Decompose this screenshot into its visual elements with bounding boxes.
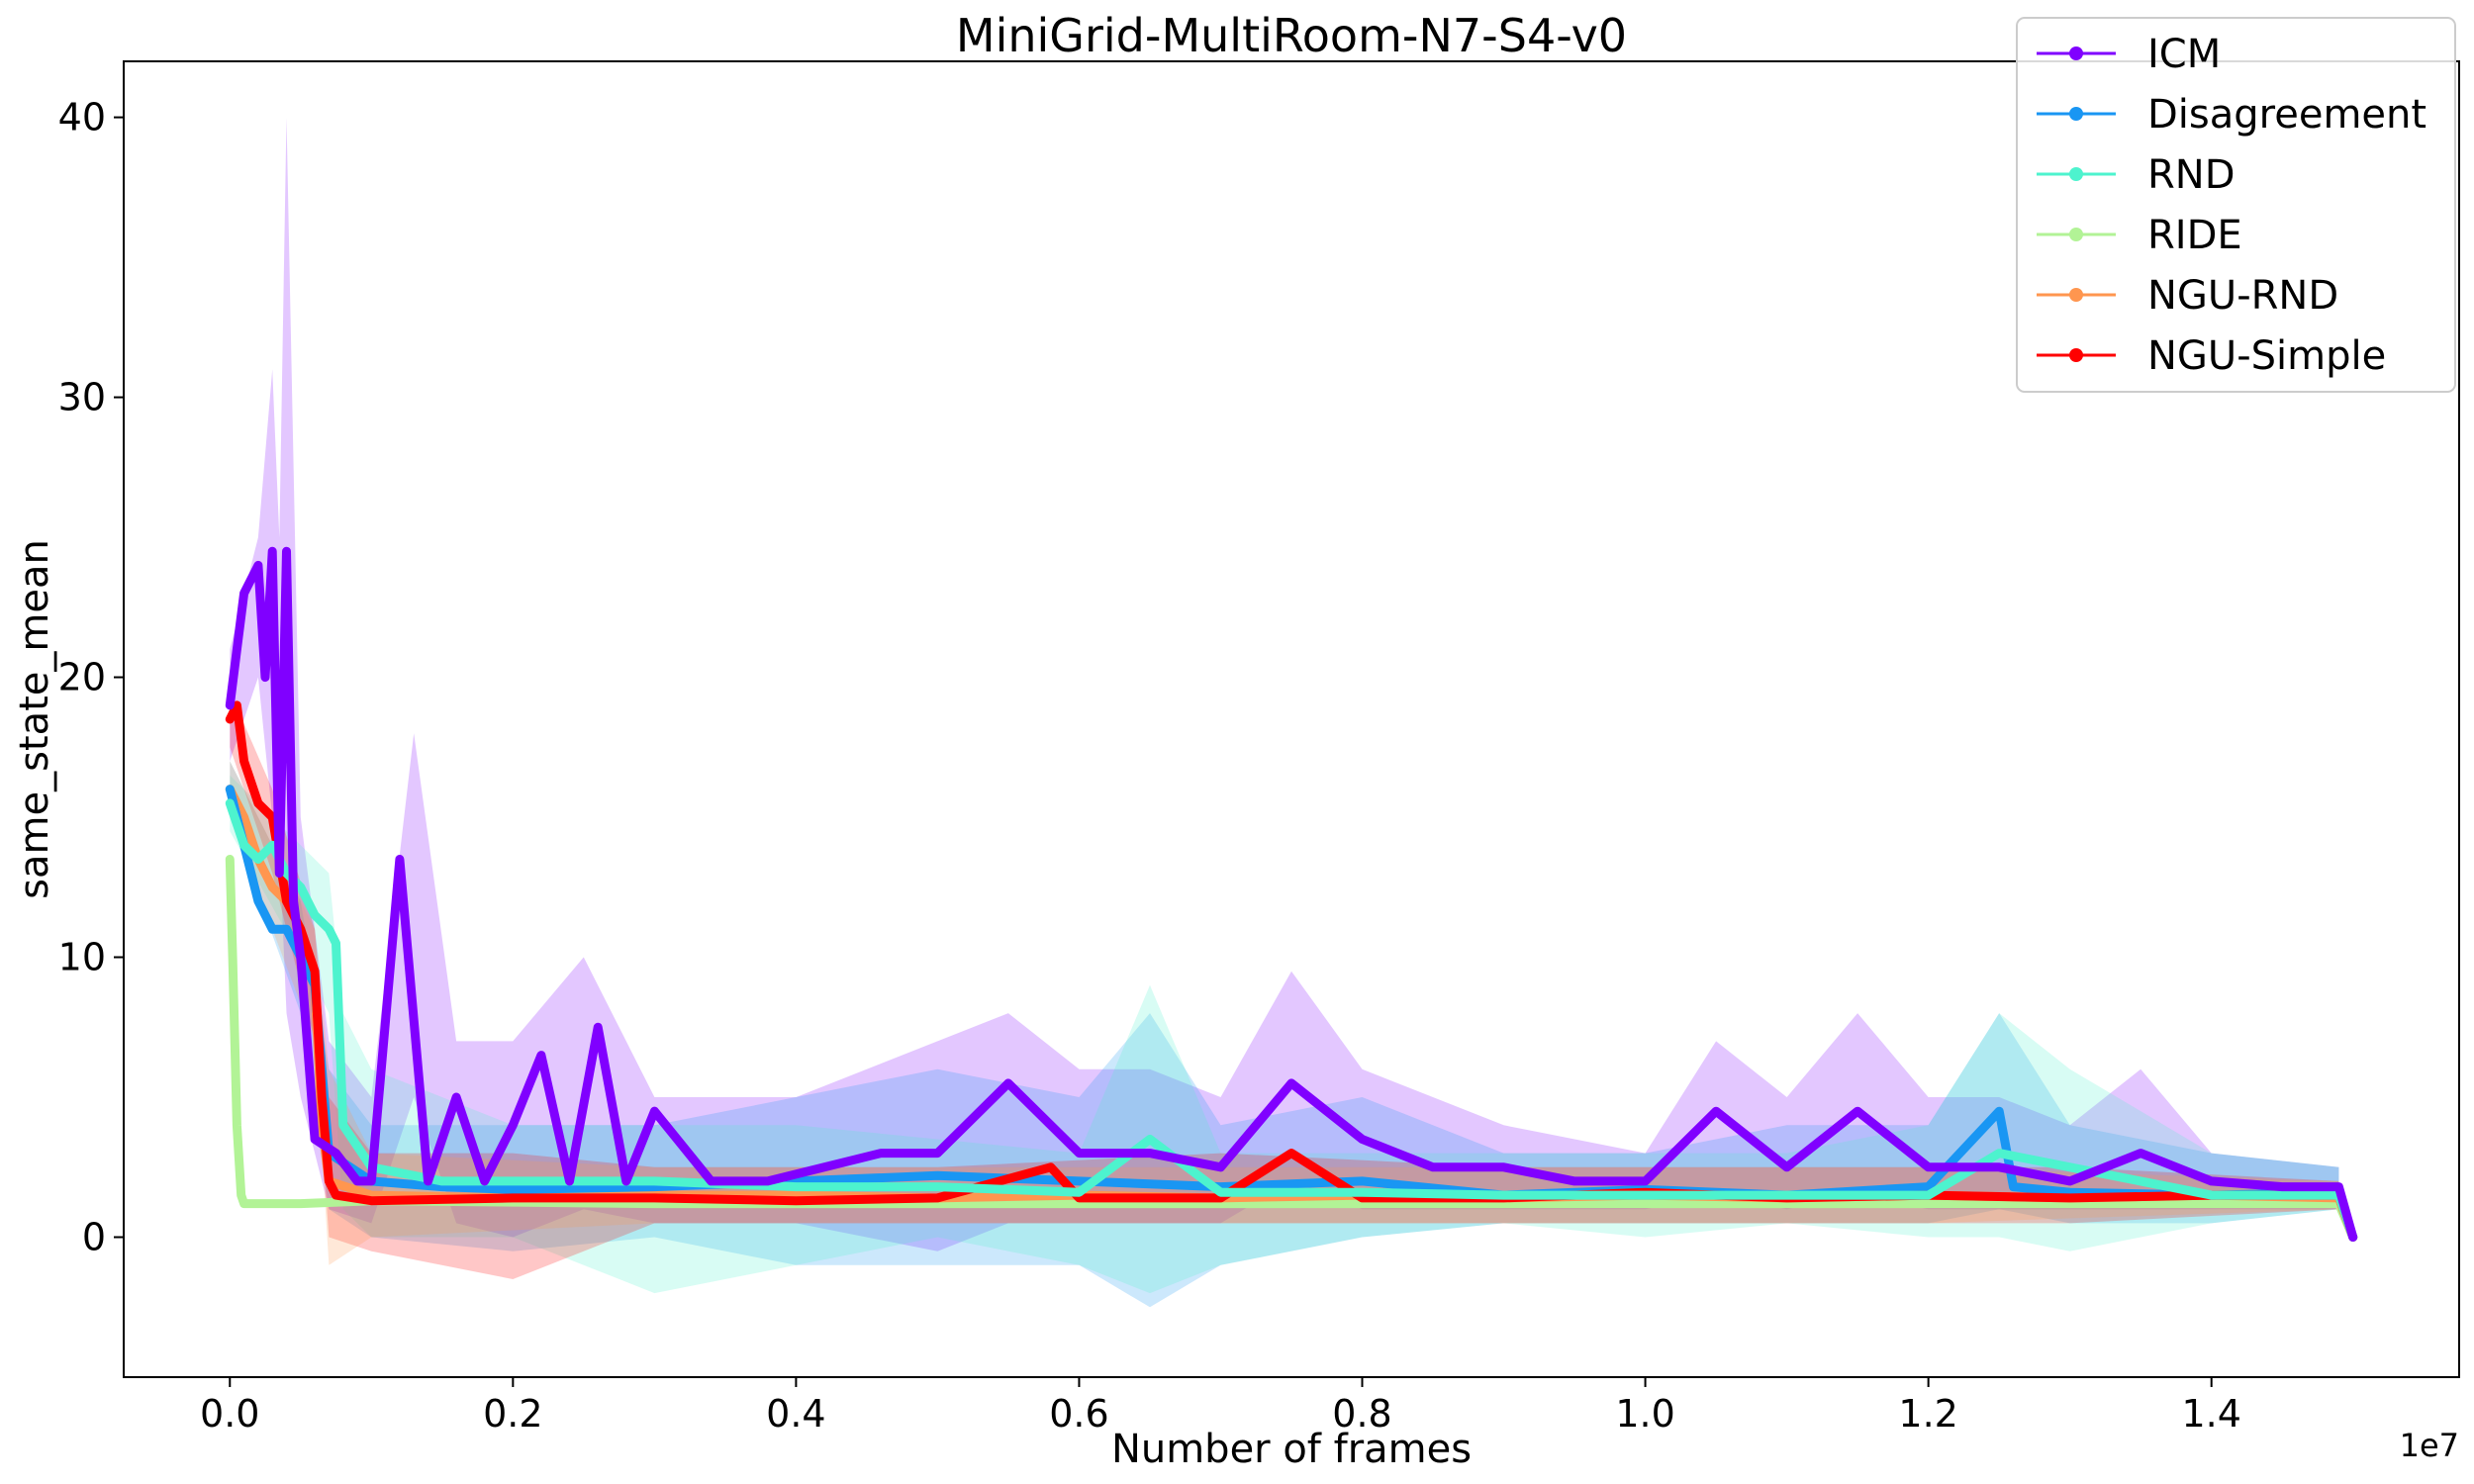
x-tick-label: 1.0 — [1615, 1392, 1674, 1436]
x-tick-label: 0.2 — [483, 1392, 542, 1436]
legend-marker-disagreement — [2069, 107, 2083, 121]
x-axis-label: Number of frames — [1111, 1427, 1472, 1472]
x-axis-ticks: 0.0 0.2 0.4 0.6 0.8 1.0 1.2 1.4 — [200, 1377, 2241, 1436]
y-tick-label: 10 — [58, 936, 106, 979]
x-axis-offset-label: 1e7 — [2400, 1427, 2459, 1464]
y-tick-label: 40 — [58, 96, 106, 139]
plot-frame — [123, 60, 2460, 1378]
x-tick-label: 0.6 — [1049, 1392, 1108, 1436]
legend-label-icm: ICM — [2147, 32, 2221, 77]
legend-marker-ngu-rnd — [2069, 288, 2083, 302]
legend-marker-rnd — [2069, 167, 2083, 181]
y-axis-label: same_state_mean — [12, 539, 57, 899]
band-rnd — [230, 775, 2339, 1294]
legend-label-ride: RIDE — [2147, 213, 2242, 258]
legend-label-rnd: RND — [2147, 152, 2236, 198]
x-tick-label: 1.2 — [1898, 1392, 1957, 1436]
y-axis-ticks: 0 10 20 30 40 — [58, 96, 124, 1259]
y-tick-label: 20 — [58, 656, 106, 699]
chart-title: MiniGrid-MultiRoom-N7-S4-v0 — [956, 9, 1627, 62]
series-line-disagreement — [225, 785, 2358, 1242]
legend-label-ngu-rnd: NGU-RND — [2147, 273, 2338, 319]
legend-marker-ngu-simple — [2069, 348, 2083, 362]
x-tick-label: 0.8 — [1332, 1392, 1391, 1436]
x-tick-label: 0.4 — [766, 1392, 825, 1436]
y-tick-label: 0 — [82, 1216, 106, 1259]
series-line-icm — [225, 546, 2358, 1242]
x-tick-label: 1.4 — [2181, 1392, 2240, 1436]
legend-marker-icm — [2069, 46, 2083, 60]
band-disagreement — [230, 761, 2339, 1308]
y-tick-label: 30 — [58, 376, 106, 419]
legend-box — [2016, 17, 2456, 393]
legend-marker-ride — [2069, 228, 2083, 241]
legend-label-ngu-simple: NGU-Simple — [2147, 333, 2386, 379]
series-lines — [225, 546, 2358, 1242]
band-ngu-rnd — [230, 761, 2339, 1265]
legend-label-disagreement: Disagreement — [2147, 92, 2426, 138]
x-tick-label: 0.0 — [200, 1392, 259, 1436]
legend-entries: ICM Disagreement RND RIDE NGU-RND NGU-Simple — [2037, 32, 2426, 379]
series-line-ride — [225, 855, 2358, 1242]
legend: ICM Disagreement RND RIDE NGU-RND NGU-Simple — [2016, 17, 2456, 393]
